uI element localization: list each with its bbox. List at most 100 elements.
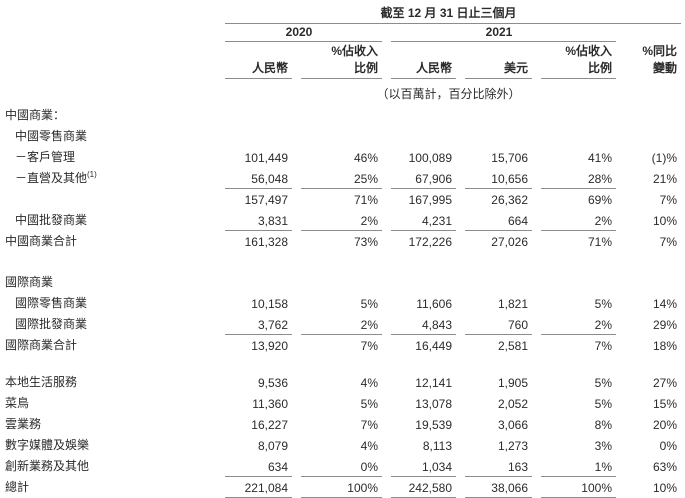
col-header-pct-2020: %佔收入 比例 <box>292 42 382 79</box>
table-row: 2020 2021 <box>4 24 681 42</box>
cell-2021-rmb: 167,995 <box>408 193 452 207</box>
cell-2020-rmb: 634 <box>216 456 292 477</box>
cell-2020-rmb: 11,360 <box>252 397 288 411</box>
col-header-pct-2021-line1: %佔收入 <box>565 44 612 58</box>
row-label: 中國批發商業 <box>15 213 88 227</box>
cell-2021-pct: 7% <box>594 339 612 353</box>
cell-2020-pct: 2% <box>292 210 382 231</box>
cell-2021-rmb: 16,449 <box>415 339 452 353</box>
cell-yoy: 14% <box>652 297 678 311</box>
footnote-marker: (1) <box>87 170 97 179</box>
row-label: 創新業務及其他 <box>5 459 90 473</box>
cell-2020-rmb: 9,536 <box>257 376 288 390</box>
row-label: 菜鳥 <box>5 396 30 410</box>
cell-2021-pct: 41% <box>587 151 612 165</box>
cell-2021-pct: 69% <box>587 193 612 207</box>
cell-2021-rmb: 4,843 <box>382 314 456 335</box>
cell-2020-rmb: 157,497 <box>244 193 288 207</box>
blank-cell <box>216 272 681 293</box>
cell-2020-pct: 46% <box>353 151 378 165</box>
col-header-pct-2020-line1: %佔收入 <box>331 44 378 58</box>
cell-2020-pct: 25% <box>292 168 382 189</box>
units-note: （以百萬計，百分比除外） <box>376 87 521 101</box>
cell-2021-usd: 163 <box>456 456 532 477</box>
table-row: －客戶管理 101,449 46% 100,089 15,706 41% (1)… <box>4 147 681 168</box>
col-header-yoy: %同比 變動 <box>616 42 681 79</box>
table-row: 國際商業合計 13,920 7% 16,449 2,581 7% 18% <box>4 335 681 356</box>
cell-2021-usd: 27,026 <box>491 235 528 249</box>
cell-2021-usd: 2,052 <box>497 397 528 411</box>
cell-2021-rmb: 8,113 <box>422 439 452 453</box>
cell-2021-pct: 71% <box>587 235 612 249</box>
cell-2021-usd: 2,581 <box>497 339 528 353</box>
cell-2020-pct: 71% <box>353 193 378 207</box>
cell-2021-rmb: 100,089 <box>408 151 452 165</box>
cell-2020-pct: 5% <box>360 397 378 411</box>
table-row: －直營及其他(1) 56,048 25% 67,906 10,656 28% 2… <box>4 168 681 189</box>
cell-2021-pct: 5% <box>594 297 612 311</box>
cell-yoy: 15% <box>652 397 678 411</box>
cell-2020-pct: 4% <box>360 439 378 453</box>
table-row: 本地生活服務 9,536 4% 12,141 1,905 5% 27% <box>4 372 681 393</box>
cell-2021-rmb: 13,078 <box>415 397 452 411</box>
cell-2020-rmb: 101,449 <box>244 151 288 165</box>
row-label: 國際商業 <box>5 275 54 289</box>
col-header-pct-2020-line2: 比例 <box>353 61 378 75</box>
cell-2021-pct: 5% <box>594 397 612 411</box>
cell-2021-rmb: 11,606 <box>416 297 452 311</box>
year-header-2020: 2020 <box>216 24 382 42</box>
cell-yoy: (1)% <box>651 151 678 165</box>
cell-2020-rmb: 3,831 <box>216 210 292 231</box>
cell-2020-rmb: 13,920 <box>251 339 288 353</box>
table-row: 菜鳥 11,360 5% 13,078 2,052 5% 15% <box>4 393 681 414</box>
blank-cell <box>216 105 681 126</box>
row-label-text: －直營及其他 <box>15 171 88 185</box>
cell-2020-rmb: 8,079 <box>257 439 288 453</box>
cell-2021-rmb: 12,141 <box>415 376 452 390</box>
cell-yoy: 7% <box>659 235 678 249</box>
table-row: 157,497 71% 167,995 26,362 69% 7% <box>4 189 681 210</box>
cell-yoy: 63% <box>652 460 678 474</box>
cell-2020-pct: 0% <box>292 456 382 477</box>
blank-cell <box>4 42 216 79</box>
row-label <box>4 189 216 210</box>
cell-2021-usd: 760 <box>456 314 532 335</box>
cell-2020-rmb: 10,158 <box>251 297 288 311</box>
cell-2021-rmb: 4,231 <box>382 210 456 231</box>
row-label: 本地生活服務 <box>5 375 78 389</box>
table-row: 中國商業合計 161,328 73% 172,226 27,026 71% 7% <box>4 231 681 252</box>
cell-2021-pct: 5% <box>594 376 612 390</box>
cell-2020-pct: 7% <box>360 339 378 353</box>
row-label: 雲業務 <box>5 417 42 431</box>
cell-2021-usd: 1,905 <box>497 376 528 390</box>
row-label: 中國商業合計 <box>5 234 78 248</box>
cell-2020-pct: 4% <box>360 376 378 390</box>
section-spacer <box>4 356 681 372</box>
blank-cell <box>4 79 216 105</box>
cell-2021-usd: 3,066 <box>497 418 528 432</box>
cell-2020-rmb: 56,048 <box>216 168 292 189</box>
table-row: 中國批發商業 3,831 2% 4,231 664 2% 10% <box>4 210 681 231</box>
table-row: 國際批發商業 3,762 2% 4,843 760 2% 29% <box>4 314 681 335</box>
period-title: 截至 12 月 31 日止三個月 <box>216 4 682 24</box>
row-label: 中國零售商業 <box>15 129 88 143</box>
cell-yoy: 0% <box>659 439 678 453</box>
cell-2021-usd: 26,362 <box>491 193 528 207</box>
cell-2021-pct: 2% <box>532 314 616 335</box>
table-row: 數字媒體及娛樂 8,079 4% 8,113 1,273 3% 0% <box>4 435 681 456</box>
cell-2021-pct: 3% <box>594 439 612 453</box>
cell-2021-usd: 1,821 <box>497 297 528 311</box>
cell-2021-usd: 664 <box>456 210 532 231</box>
cell-2021-usd: 10,656 <box>456 168 532 189</box>
cell-2021-pct: 2% <box>532 210 616 231</box>
cell-2020-pct: 7% <box>360 418 378 432</box>
cell-2021-rmb: 172,226 <box>408 235 452 249</box>
row-label: 國際商業合計 <box>5 338 78 352</box>
financial-table: 截至 12 月 31 日止三個月 2020 2021 人民幣 %佔收入 比例 人… <box>4 4 682 498</box>
cell-2020-pct: 2% <box>292 314 382 335</box>
table-row: 中國零售商業 <box>4 126 681 147</box>
cell-2021-pct: 28% <box>532 168 616 189</box>
table-row: 人民幣 %佔收入 比例 人民幣 美元 %佔收入 比例 %同比 變動 <box>4 42 681 79</box>
cell-2021-rmb: 19,539 <box>415 418 452 432</box>
cell-2020-rmb: 3,762 <box>216 314 292 335</box>
